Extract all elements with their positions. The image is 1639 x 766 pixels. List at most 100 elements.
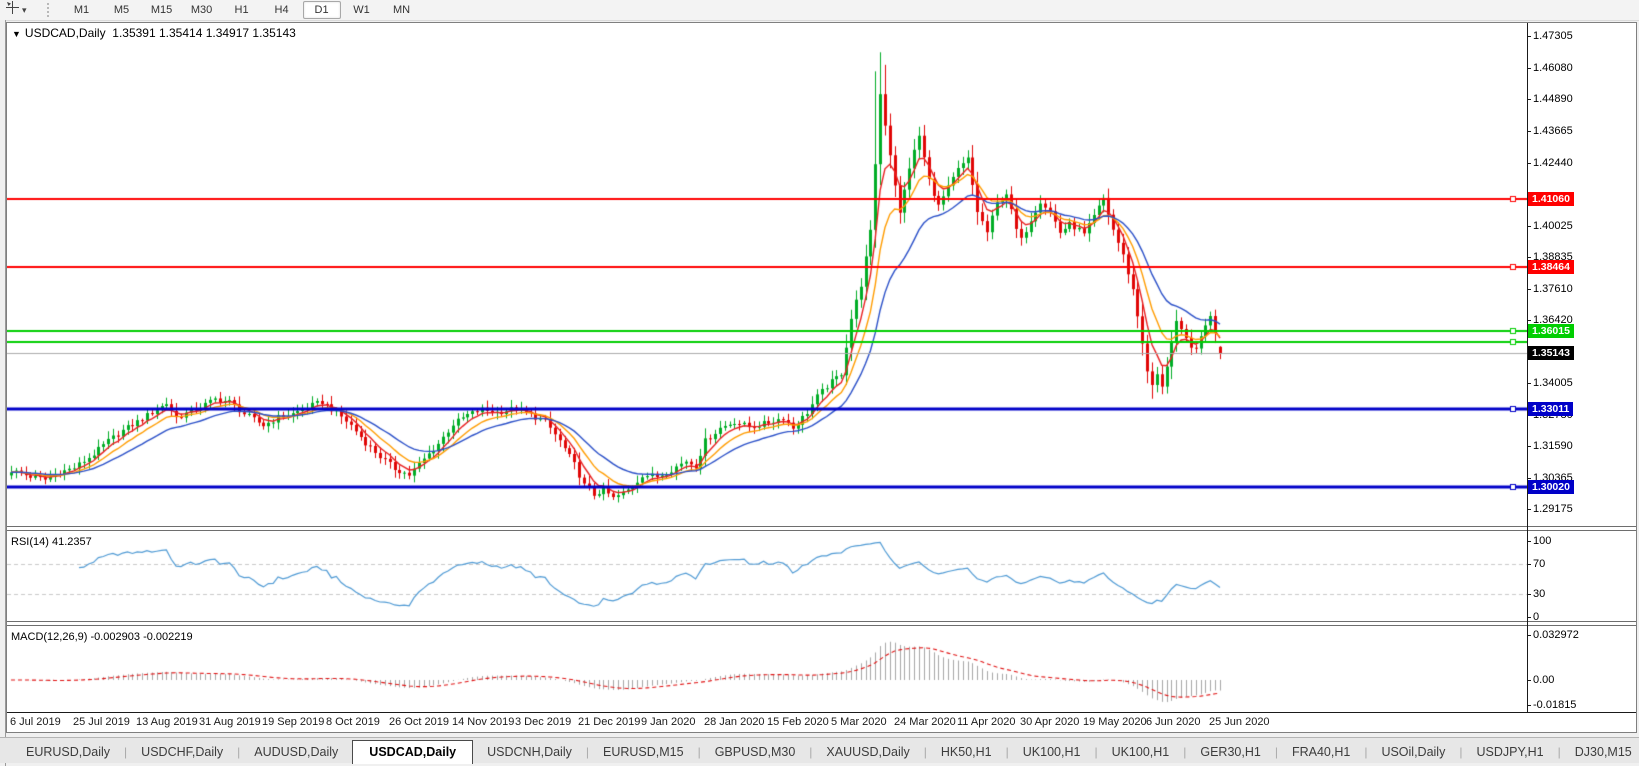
- time-axis-line: [7, 712, 1636, 713]
- hline-price-tag: 1.30020: [1528, 479, 1574, 494]
- price-tick-label: 1.34005: [1527, 376, 1573, 389]
- chart-tab-eurusd-daily[interactable]: EURUSD,Daily: [26, 745, 111, 759]
- date-label: 6 Jun 2020: [1146, 716, 1201, 728]
- pane-separator[interactable]: [7, 621, 1636, 626]
- timeframe-button-h1[interactable]: H1: [234, 4, 249, 16]
- date-label: 5 Mar 2020: [831, 716, 887, 728]
- chart-tab-gbpusd-m30[interactable]: GBPUSD,M30: [714, 745, 796, 759]
- price-tick-label: 1.37610: [1527, 282, 1573, 295]
- date-label: 19 Sep 2019: [262, 716, 325, 728]
- date-label: 19 May 2020: [1083, 716, 1147, 728]
- date-label: 13 Aug 2019: [136, 716, 198, 728]
- price-tick-label: 0.00: [1526, 674, 1555, 686]
- chart-symbol-label: USDCAD,Daily: [24, 26, 106, 40]
- tab-divider: |: [124, 745, 128, 759]
- current-price-tag: 1.35143: [1528, 346, 1574, 361]
- tab-divider: |: [1183, 745, 1187, 759]
- collapse-triangle-icon[interactable]: ▼: [12, 29, 21, 39]
- tab-divider: |: [237, 745, 241, 759]
- chart-tab-uk100-h1[interactable]: UK100,H1: [1022, 745, 1081, 759]
- top-toolbar: ▾ M1 M5 M15 M30 H1 H4 D1 W1 MN: [0, 0, 1639, 21]
- price-tick-label: -0.01815: [1526, 698, 1577, 711]
- date-label: 30 Apr 2020: [1020, 716, 1080, 728]
- tab-divider: |: [809, 745, 813, 759]
- chart-ohlc-values: 1.35391 1.35414 1.34917 1.35143: [112, 26, 296, 40]
- price-chart-canvas[interactable]: [7, 23, 1527, 526]
- macd-indicator-canvas[interactable]: [7, 626, 1527, 712]
- tab-divider: |: [1005, 745, 1009, 759]
- timeframe-button-h4[interactable]: H4: [274, 4, 289, 16]
- price-tick-label: 1.42440: [1527, 156, 1573, 169]
- chart-tab-ger30-h1[interactable]: GER30,H1: [1200, 745, 1261, 759]
- chart-tab-usdcnh-daily[interactable]: USDCNH,Daily: [487, 745, 572, 759]
- rsi-indicator-canvas[interactable]: [7, 531, 1527, 621]
- date-label: 24 Mar 2020: [894, 716, 956, 728]
- price-tick-label: 100: [1526, 535, 1552, 547]
- date-label: 8 Oct 2019: [326, 716, 380, 728]
- price-tick-label: 1.40025: [1527, 219, 1573, 232]
- pane-separator[interactable]: [7, 526, 1636, 531]
- date-label: 14 Nov 2019: [452, 716, 515, 728]
- chart-tab-usoil-daily[interactable]: USOil,Daily: [1381, 745, 1446, 759]
- date-label: 15 Feb 2020: [767, 716, 829, 728]
- crosshair-icon: [6, 1, 19, 19]
- macd-indicator-label: MACD(12,26,9) -0.002903 -0.002219: [11, 631, 193, 643]
- date-label: 25 Jun 2020: [1209, 716, 1270, 728]
- chart-tab-hk50-h1[interactable]: HK50,H1: [940, 745, 992, 759]
- timeframe-button-d1[interactable]: D1: [302, 1, 341, 19]
- timeframe-toolbar: M1 M5 M15 M30 H1 H4 D1 W1 MN: [63, 1, 421, 19]
- date-label: 6 Jul 2019: [10, 716, 61, 728]
- price-tick-label: 1.46080: [1527, 61, 1573, 74]
- price-tick-label: 1.47305: [1527, 29, 1573, 42]
- chart-tab-usdjpy-h1[interactable]: USDJPY,H1: [1476, 745, 1544, 759]
- tab-divider: |: [1364, 745, 1368, 759]
- chart-tab-uk100-h1[interactable]: UK100,H1: [1111, 745, 1170, 759]
- hline-price-tag: 1.41060: [1528, 191, 1574, 206]
- price-tick-label: 1.43665: [1527, 124, 1573, 137]
- chart-tab-audusd-daily[interactable]: AUDUSD,Daily: [254, 745, 339, 759]
- date-label: 31 Aug 2019: [199, 716, 261, 728]
- tab-divider: |: [697, 745, 701, 759]
- timeframe-button-m1[interactable]: M1: [73, 4, 90, 16]
- pointer-arrow: [7, 2, 11, 6]
- chart-tab-xauusd-daily[interactable]: XAUUSD,Daily: [826, 745, 910, 759]
- chart-tab-usdchf-daily[interactable]: USDCHF,Daily: [141, 745, 224, 759]
- chart-tab-fra40-h1[interactable]: FRA40,H1: [1291, 745, 1351, 759]
- chart-window: ▼ USDCAD,Daily 1.35391 1.35414 1.34917 1.…: [6, 22, 1637, 733]
- chart-tab-eurusd-m15[interactable]: EURUSD,M15: [602, 745, 684, 759]
- tab-divider: |: [1459, 745, 1463, 759]
- price-tick-label: 70: [1526, 557, 1546, 570]
- tab-divider: |: [1094, 745, 1098, 759]
- date-label: 25 Jul 2019: [73, 716, 130, 728]
- hline-price-tag: 1.36015: [1528, 323, 1574, 338]
- dock-edge: [0, 20, 6, 766]
- tab-divider: |: [923, 745, 927, 759]
- hline-price-tag: 1.33011: [1528, 401, 1574, 416]
- crosshair-tool-button[interactable]: ▾: [0, 1, 33, 19]
- date-label: 3 Dec 2019: [515, 716, 572, 728]
- chart-tab-dj30-m15[interactable]: DJ30,M15: [1574, 745, 1632, 759]
- timeframe-button-m30[interactable]: M30: [190, 4, 213, 16]
- chart-tab-usdcad-daily[interactable]: USDCAD,Daily: [352, 740, 474, 764]
- chart-title: ▼ USDCAD,Daily 1.35391 1.35414 1.34917 1.…: [12, 26, 296, 40]
- chevron-down-icon: ▾: [22, 4, 27, 15]
- timeframe-button-w1[interactable]: W1: [353, 4, 370, 16]
- tab-divider: |: [1274, 745, 1278, 759]
- date-label: 11 Apr 2020: [957, 716, 1016, 728]
- price-tick-label: 1.31590: [1527, 439, 1573, 452]
- date-label: 21 Dec 2019: [578, 716, 641, 728]
- chart-tab-bar: EURUSD,Daily | USDCHF,Daily | AUDUSD,Daily US…: [0, 737, 1639, 764]
- price-tick-label: 0: [1526, 611, 1540, 623]
- price-axis-line: [1527, 23, 1528, 712]
- toolbar-grip-handle[interactable]: [46, 3, 53, 17]
- date-label: 9 Jan 2020: [641, 716, 696, 728]
- timeframe-button-m15[interactable]: M15: [150, 4, 173, 16]
- price-tick-label: 0.032972: [1527, 629, 1579, 642]
- tab-divider: |: [585, 745, 589, 759]
- timeframe-button-mn[interactable]: MN: [392, 4, 411, 16]
- timeframe-button-m5[interactable]: M5: [113, 4, 130, 16]
- tab-divider: |: [1557, 745, 1561, 759]
- price-tick-label: 1.36420: [1527, 313, 1573, 326]
- date-label: 28 Jan 2020: [704, 716, 765, 728]
